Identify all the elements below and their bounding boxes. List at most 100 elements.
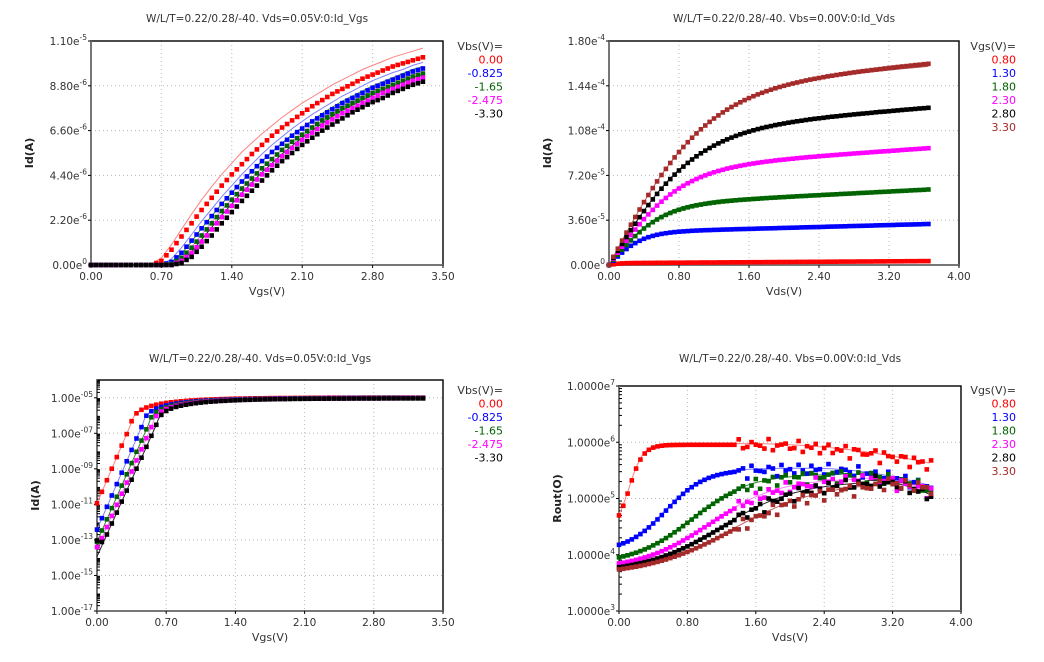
data-point-black — [759, 125, 765, 131]
data-point-brown — [680, 551, 686, 556]
data-point-blue — [759, 226, 765, 231]
data-point-magenta — [350, 105, 355, 111]
data-point-black — [350, 110, 355, 115]
model-line-green — [618, 473, 930, 557]
data-point-red — [921, 258, 927, 264]
data-point-black — [663, 181, 669, 186]
data-point-blue — [124, 459, 129, 464]
data-point-black — [720, 139, 726, 144]
data-point-black — [829, 114, 835, 119]
x-tick-label: 0.70 — [155, 617, 178, 629]
data-point-magenta — [224, 209, 230, 214]
data-point-blue — [259, 158, 265, 164]
data-point-brown — [920, 485, 925, 490]
legend-entry: 3.30 — [992, 465, 1017, 478]
data-point-brown — [886, 476, 891, 481]
data-point-red — [668, 442, 673, 448]
data-point-magenta — [915, 484, 921, 489]
data-point-green — [633, 233, 638, 239]
data-point-green — [415, 72, 421, 78]
data-point-black — [113, 262, 119, 268]
data-point-brown — [869, 67, 874, 73]
data-point-brown — [770, 502, 776, 508]
data-point-red — [124, 431, 129, 437]
y-tick-label: 1.0000e5 — [567, 491, 615, 506]
data-point-black — [812, 116, 817, 122]
y-tick-mantissa: 1.80e — [568, 36, 598, 48]
y-tick-exponent: -6 — [80, 123, 88, 132]
data-point-green — [360, 95, 365, 101]
data-point-red — [912, 258, 918, 264]
data-point-brown — [768, 87, 774, 92]
data-point-magenta — [689, 178, 695, 184]
data-point-brown — [864, 68, 870, 73]
data-point-blue — [294, 129, 300, 135]
data-point-red — [829, 259, 835, 264]
data-point-black — [198, 400, 204, 405]
data-point-red — [163, 400, 169, 406]
data-point-green — [746, 197, 752, 202]
data-point-blue — [646, 525, 652, 530]
data-point-magenta — [315, 126, 320, 132]
data-point-black — [915, 489, 921, 494]
data-point-green — [847, 191, 852, 196]
data-point-blue — [755, 226, 761, 231]
data-point-green — [723, 493, 729, 499]
y-tick-label: 7.20e-5 — [568, 167, 606, 182]
data-point-green — [654, 217, 660, 222]
data-point-brown — [706, 540, 712, 545]
data-point-brown — [821, 74, 826, 80]
x-tick-label: 4.00 — [949, 617, 972, 629]
data-point-magenta — [668, 545, 673, 550]
data-point-green — [774, 483, 780, 488]
data-point-magenta — [715, 516, 720, 522]
data-point-blue — [711, 227, 717, 233]
data-point-magenta — [729, 165, 734, 170]
data-point-black — [395, 88, 400, 94]
data-point-black — [391, 396, 396, 401]
data-point-magenta — [834, 152, 839, 158]
data-point-brown — [764, 88, 769, 94]
data-point-blue — [856, 223, 861, 229]
data-point-brown — [668, 160, 673, 166]
data-point-black — [706, 532, 712, 538]
data-point-green — [715, 498, 720, 504]
data-point-black — [163, 408, 169, 414]
data-point-magenta — [783, 480, 788, 485]
legend-entry: 0.00 — [479, 54, 504, 67]
data-point-blue — [219, 201, 224, 207]
data-point-black — [254, 183, 260, 188]
data-point-magenta — [619, 244, 625, 249]
data-point-green — [877, 189, 883, 195]
data-point-black — [654, 191, 660, 197]
data-point-magenta — [799, 155, 804, 161]
data-point-brown — [800, 492, 806, 498]
data-point-brown — [733, 102, 739, 107]
data-point-green — [405, 76, 411, 81]
data-point-black — [279, 158, 285, 164]
data-point-green — [851, 191, 857, 196]
data-point-green — [711, 200, 717, 205]
data-point-blue — [736, 468, 741, 473]
y-tick-label: 2.20e-6 — [50, 212, 88, 227]
data-point-brown — [904, 63, 909, 69]
data-point-green — [847, 473, 853, 478]
data-point-magenta — [340, 111, 345, 116]
data-point-brown — [894, 481, 900, 486]
data-point-magenta — [204, 233, 209, 238]
data-point-blue — [804, 471, 810, 476]
data-point-brown — [633, 214, 638, 220]
data-point-blue — [821, 224, 826, 230]
data-point-blue — [659, 512, 665, 518]
data-point-magenta — [777, 157, 782, 163]
data-point-magenta — [851, 477, 857, 483]
data-point-black — [376, 396, 381, 401]
data-point-red — [204, 201, 209, 207]
data-point-brown — [899, 64, 905, 69]
legend-entry: 1.30 — [992, 67, 1017, 80]
y-tick-exponent: -05 — [81, 390, 93, 399]
data-point-red — [753, 442, 759, 447]
data-point-brown — [637, 207, 642, 212]
data-point-green — [738, 197, 743, 203]
data-point-black — [796, 485, 801, 491]
